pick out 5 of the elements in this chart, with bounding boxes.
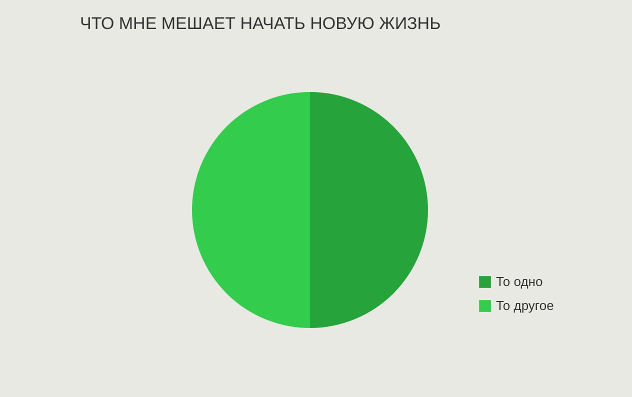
legend-label: То одно	[496, 274, 543, 289]
pie-slice	[192, 92, 310, 328]
legend-label: То другое	[496, 298, 554, 313]
chart-title: ЧТО МНЕ МЕШАЕТ НАЧАТЬ НОВУЮ ЖИЗНЬ	[80, 14, 441, 33]
pie-slice	[310, 92, 428, 328]
